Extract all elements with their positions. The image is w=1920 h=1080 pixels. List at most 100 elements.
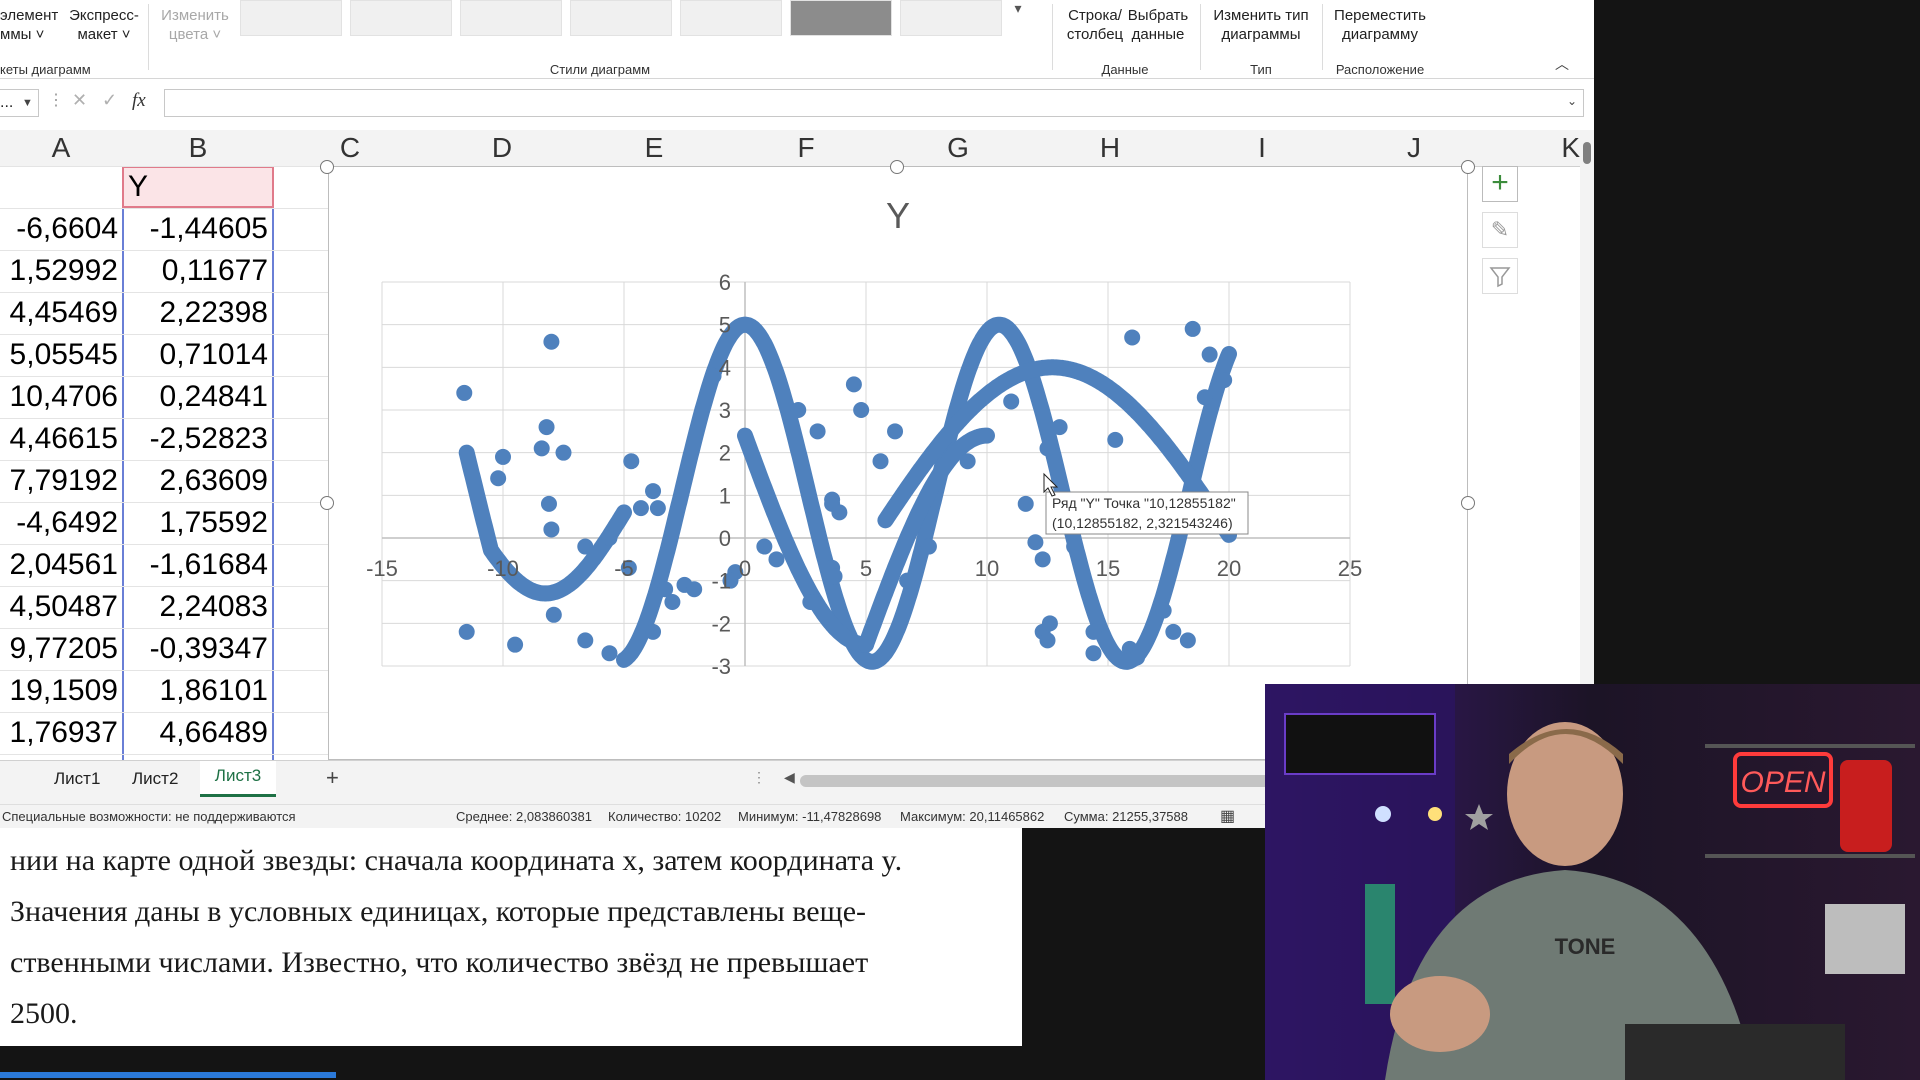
column-header-f[interactable]: F <box>730 130 883 166</box>
change-colors-button[interactable]: Изменить цвета ˅ <box>152 6 238 44</box>
chart-style-thumb-3[interactable] <box>460 0 562 36</box>
cell-b8[interactable]: 2,63609 <box>159 464 268 497</box>
column-header-j[interactable]: J <box>1338 130 1491 166</box>
cell-b12[interactable]: -0,39347 <box>149 632 268 665</box>
cell-a6[interactable]: 10,4706 <box>9 380 118 413</box>
cell-a3[interactable]: 1,52992 <box>9 254 118 287</box>
cell-a13[interactable]: 19,1509 <box>9 674 118 707</box>
sheet-tab-2[interactable]: Лист2 <box>132 769 179 788</box>
cell-b2[interactable]: -1,44605 <box>149 212 268 245</box>
cell-b14[interactable]: 4,66489 <box>159 716 268 749</box>
cell-b3[interactable]: 0,11677 <box>161 254 268 287</box>
cell-a7[interactable]: 4,46615 <box>9 422 118 455</box>
cell-b9[interactable]: 1,75592 <box>159 506 268 539</box>
cell-b6[interactable]: 0,24841 <box>159 380 268 413</box>
name-box-dropdown-icon[interactable]: ▼ <box>22 97 33 109</box>
column-header-c[interactable]: C <box>274 130 427 166</box>
doc-line-4: 2500. <box>10 997 78 1030</box>
add-sheet-plus-icon[interactable]: + <box>326 765 339 790</box>
row-gridline <box>0 544 328 545</box>
cell-a11[interactable]: 4,50487 <box>9 590 118 623</box>
chart-filters-funnel-icon[interactable] <box>1482 258 1518 294</box>
gallery-more-icon[interactable]: ▾ <box>1014 0 1022 16</box>
sheet-tab-1[interactable]: Лист1 <box>54 769 101 788</box>
cell-b7[interactable]: -2,52823 <box>149 422 268 455</box>
expand-formula-icon[interactable]: ⌄ <box>1566 94 1577 108</box>
name-box[interactable]: ... ▼ <box>0 89 39 117</box>
chart-tooltip-line-1: Ряд "Y" Точка "10,12855182" <box>1052 495 1236 511</box>
insert-function-icon[interactable]: fx <box>132 90 146 111</box>
column-header-e[interactable]: E <box>578 130 731 166</box>
column-header-a[interactable]: A <box>0 130 123 166</box>
cell-a4[interactable]: 4,45469 <box>9 296 118 329</box>
tab-split-handle-icon[interactable]: ⋮ <box>752 769 766 785</box>
chart-resize-handle-left[interactable] <box>320 496 334 510</box>
cell-a14[interactable]: 1,76937 <box>9 716 118 749</box>
chart-style-thumb-2[interactable] <box>350 0 452 36</box>
column-header-b[interactable]: B <box>122 130 275 166</box>
chart-resize-handle-top[interactable] <box>890 160 904 174</box>
webcam-scene: OPEN TONE <box>1265 684 1920 1080</box>
enter-icon[interactable]: ✓ <box>102 90 118 110</box>
sheet-tab-3-active[interactable]: Лист3 <box>200 761 276 797</box>
scroll-left-arrow-icon[interactable]: ◀ <box>784 769 795 785</box>
cell-a5[interactable]: 5,05545 <box>9 338 118 371</box>
vertical-scroll-thumb[interactable] <box>1583 142 1591 164</box>
cell-a8[interactable]: 7,79192 <box>9 464 118 497</box>
scatter-point <box>456 384 473 401</box>
row-gridline <box>0 292 328 293</box>
cell-a2[interactable]: -6,6604 <box>16 212 118 245</box>
normal-view-icon[interactable]: ▦ <box>1220 808 1236 825</box>
column-header-d[interactable]: D <box>426 130 579 166</box>
chart-styles-brush-icon[interactable]: ✎ <box>1482 212 1518 248</box>
quick-layout-button[interactable]: Экспресс- макет ˅ <box>64 6 144 44</box>
chart-resize-handle-top-right[interactable] <box>1461 160 1475 174</box>
cell-b10[interactable]: -1,61684 <box>149 548 268 581</box>
chart-style-thumb-7[interactable] <box>900 0 1002 36</box>
y-tick-label: -1 <box>711 569 731 594</box>
formula-input[interactable]: ⌄ <box>164 89 1584 117</box>
change-chart-type-button[interactable]: Изменить тип диаграммы <box>1206 6 1316 44</box>
scatter-point <box>555 444 572 461</box>
cell-a10[interactable]: 2,04561 <box>9 548 118 581</box>
move-chart-button[interactable]: Переместить диаграмму <box>1328 6 1432 44</box>
chart-frame[interactable] <box>328 166 1468 760</box>
add-chart-element-button[interactable]: элемент ммы ˅ <box>0 6 62 44</box>
status-min: Минимум: -11,47828698 <box>738 809 882 824</box>
cell-b11[interactable]: 2,24083 <box>159 590 268 623</box>
cancel-icon[interactable]: ✕ <box>72 90 88 110</box>
quick-layout-label-2: макет ˅ <box>77 26 131 43</box>
cell-b13[interactable]: 1,86101 <box>159 674 268 707</box>
chart-resize-handle-right[interactable] <box>1461 496 1475 510</box>
cell-a9[interactable]: -4,6492 <box>16 506 118 539</box>
switch-row-column-button[interactable]: Строка/ столбец <box>1058 6 1132 44</box>
neon-sign-frame <box>1733 752 1833 808</box>
add-chart-element-label-1: элемент <box>0 7 59 24</box>
cell-a12[interactable]: 9,77205 <box>9 632 118 665</box>
vertical-scrollbar[interactable] <box>1580 130 1594 760</box>
scatter-point <box>543 521 560 538</box>
cell-b4[interactable]: 2,22398 <box>159 296 268 329</box>
formula-options-icon[interactable]: ⋮ <box>48 92 64 109</box>
chart-resize-handle-top-left[interactable] <box>320 160 334 174</box>
collapse-ribbon-icon[interactable]: ︿ <box>1555 56 1569 72</box>
column-header-h[interactable]: H <box>1034 130 1187 166</box>
select-data-button[interactable]: Выбрать данные <box>1124 6 1192 44</box>
column-header-g[interactable]: G <box>882 130 1035 166</box>
column-header-k[interactable]: K <box>1490 130 1585 166</box>
chart-style-thumb-5[interactable] <box>680 0 782 36</box>
group-type: Тип <box>1206 62 1316 77</box>
column-header-i[interactable]: I <box>1186 130 1339 166</box>
chart-style-thumb-1[interactable] <box>240 0 342 36</box>
cell-b5[interactable]: 0,71014 <box>159 338 268 371</box>
chart-elements-plus-icon[interactable]: + <box>1482 166 1518 202</box>
chart-style-thumb-4[interactable] <box>570 0 672 36</box>
accessibility-status[interactable]: Специальные возможности: не поддерживают… <box>2 809 296 824</box>
scatter-point <box>1165 623 1182 640</box>
scatter-point <box>1027 534 1044 551</box>
cell-b1[interactable]: Y <box>122 166 274 208</box>
chart-style-thumb-6[interactable] <box>790 0 892 36</box>
sheet-tab-3-label: Лист3 <box>214 766 262 785</box>
